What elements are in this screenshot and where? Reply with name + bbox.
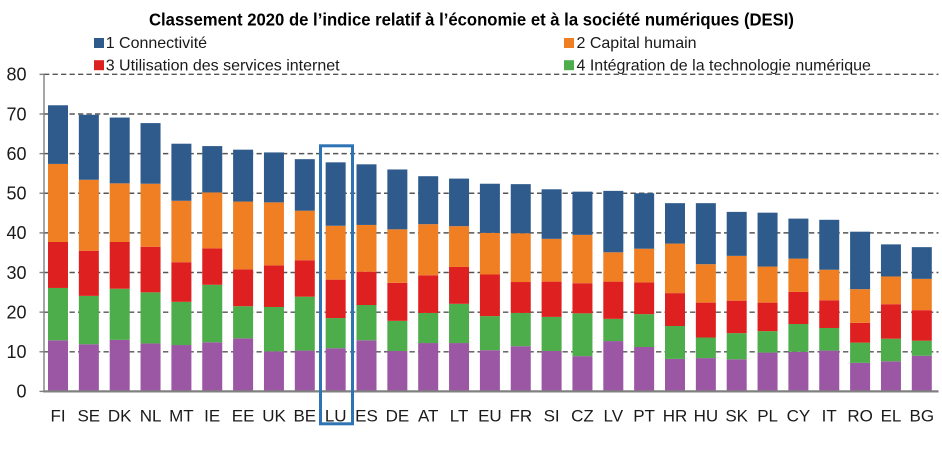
svg-text:AT: AT bbox=[418, 407, 438, 426]
svg-text:DE: DE bbox=[386, 407, 410, 426]
svg-text:SI: SI bbox=[544, 407, 560, 426]
svg-text:RO: RO bbox=[847, 407, 873, 426]
svg-text:10: 10 bbox=[6, 342, 26, 362]
svg-text:LV: LV bbox=[604, 407, 624, 426]
svg-text:CZ: CZ bbox=[571, 407, 594, 426]
svg-text:70: 70 bbox=[6, 104, 26, 124]
svg-text:Classement 2020 de l’indice re: Classement 2020 de l’indice relatif à l’… bbox=[149, 10, 794, 30]
svg-text:3 Utilisation des services int: 3 Utilisation des services internet bbox=[106, 58, 340, 75]
svg-text:ES: ES bbox=[355, 407, 378, 426]
svg-text:40: 40 bbox=[6, 223, 26, 243]
svg-text:BG: BG bbox=[910, 407, 935, 426]
svg-text:DK: DK bbox=[108, 407, 132, 426]
svg-text:IT: IT bbox=[822, 407, 837, 426]
svg-text:SK: SK bbox=[725, 407, 748, 426]
svg-text:30: 30 bbox=[6, 263, 26, 283]
svg-text:NL: NL bbox=[140, 407, 162, 426]
svg-text:IE: IE bbox=[204, 407, 220, 426]
svg-text:HR: HR bbox=[663, 407, 688, 426]
svg-text:LT: LT bbox=[450, 407, 469, 426]
svg-text:LU: LU bbox=[325, 407, 347, 426]
svg-text:UK: UK bbox=[262, 407, 286, 426]
svg-text:4 Intégration de la technologi: 4 Intégration de la technologie numériqu… bbox=[577, 58, 872, 75]
svg-text:PL: PL bbox=[757, 407, 778, 426]
svg-text:HU: HU bbox=[694, 407, 719, 426]
svg-text:FI: FI bbox=[50, 407, 65, 426]
svg-text:MT: MT bbox=[169, 407, 194, 426]
svg-text:80: 80 bbox=[6, 65, 26, 85]
svg-text:CY: CY bbox=[787, 407, 811, 426]
svg-text:SE: SE bbox=[77, 407, 100, 426]
svg-text:BE: BE bbox=[293, 407, 316, 426]
svg-text:50: 50 bbox=[6, 184, 26, 204]
svg-text:EL: EL bbox=[881, 407, 902, 426]
svg-text:2 Capital humain: 2 Capital humain bbox=[577, 35, 697, 52]
svg-text:FR: FR bbox=[509, 407, 532, 426]
svg-text:0: 0 bbox=[16, 382, 26, 402]
svg-text:60: 60 bbox=[6, 144, 26, 164]
svg-text:PT: PT bbox=[633, 407, 655, 426]
svg-text:EU: EU bbox=[478, 407, 502, 426]
svg-text:20: 20 bbox=[6, 302, 26, 322]
svg-text:EE: EE bbox=[232, 407, 255, 426]
svg-text:1 Connectivité: 1 Connectivité bbox=[106, 35, 207, 52]
